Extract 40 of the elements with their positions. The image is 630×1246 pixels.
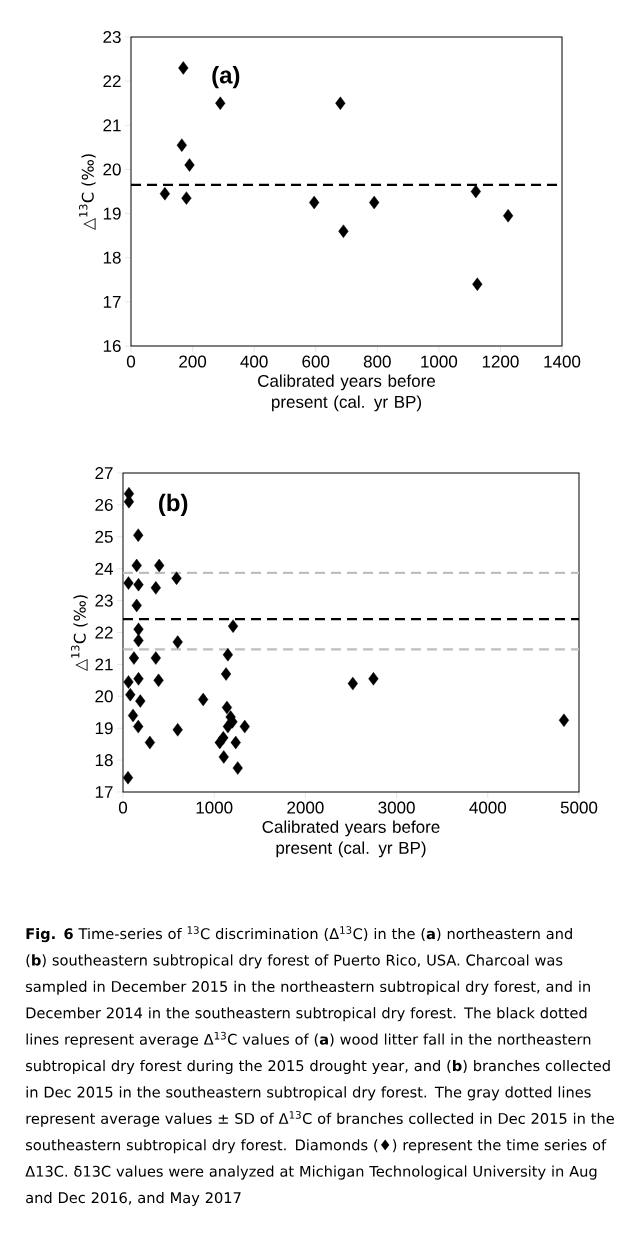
x-tick-label: 400 [240,355,268,368]
y-tick-label: 26 [95,498,113,511]
y-axis-title: △$^{13}$C (‰) [71,595,88,672]
y-tick-label: 19 [103,207,121,220]
x-axis-title: Calibrated years before present (cal. yr BP) [262,820,440,858]
y-tick-label: 23 [103,30,121,44]
y-tick-label: 22 [95,626,113,639]
y-tick-label: 20 [103,163,121,176]
y-tick-label: 25 [95,530,113,543]
x-tick-label: 2000 [287,801,324,814]
y-tick-label: 27 [95,467,113,479]
y-tick-label: 24 [95,562,113,575]
text: Fig. 6 Time-series of $^{13}$C discrimination (Δ$^{13}$C) in the (a) northeastern and (b) southeastern subtropical dry forest of Puerto Rico, USA. Charcoal was sampled in December 2015 in the northeastern subtropical dry forest, and in December 2014 in the southeastern subtropical dry forest. The black dotted lines represent average Δ$^{13}$C values of (a) wood litter fall in the northeastern subtropical dry forest during the 2015 drought year, and (b) branches collected in Dec 2015 in the southeastern subtropical dry forest. The gray dotted lines represent average values ± SD of Δ$^{13}$C of branches collected in Dec 2015 in the southeastern subtropical dry forest. Diamonds (♦) represent the time series of Δ13C. δ13C values were analyzed at Michigan Technological University in Aug and Dec 2016, and May 2017 [25,926,614,1207]
y-tick-label: 21 [103,119,121,132]
y-axis-title: △$^{13}$C (‰) [79,154,96,231]
y-tick-label: 17 [95,786,113,798]
x-tick-label: 1400 [544,355,581,368]
x-tick-label: 1000 [421,355,458,368]
annotation: (a) [212,65,240,89]
y-tick-label: 18 [103,251,121,264]
y-tick-label: 22 [103,75,121,88]
y-tick-label: 18 [95,754,113,767]
x-axis-title: Calibrated years before present (cal. yr BP) [258,374,436,412]
x-tick-label: 4000 [469,801,507,814]
x-tick-label: 5000 [560,801,598,814]
x-tick-label: 3000 [378,801,415,814]
x-tick-label: 600 [302,355,330,368]
y-tick-label: 17 [103,296,121,308]
x-tick-label: 0 [118,801,128,814]
y-tick-label: 20 [95,690,113,703]
y-tick-label: 16 [103,339,121,353]
annotation: (b) [159,493,188,517]
x-tick-label: 1000 [196,801,233,814]
x-tick-label: 1200 [482,355,519,368]
x-tick-label: 0 [126,355,136,368]
x-tick-label: 200 [179,355,207,368]
x-tick-label: 800 [363,355,391,368]
y-tick-label: 21 [95,658,113,671]
y-tick-label: 23 [95,594,113,607]
y-tick-label: 19 [95,722,113,735]
